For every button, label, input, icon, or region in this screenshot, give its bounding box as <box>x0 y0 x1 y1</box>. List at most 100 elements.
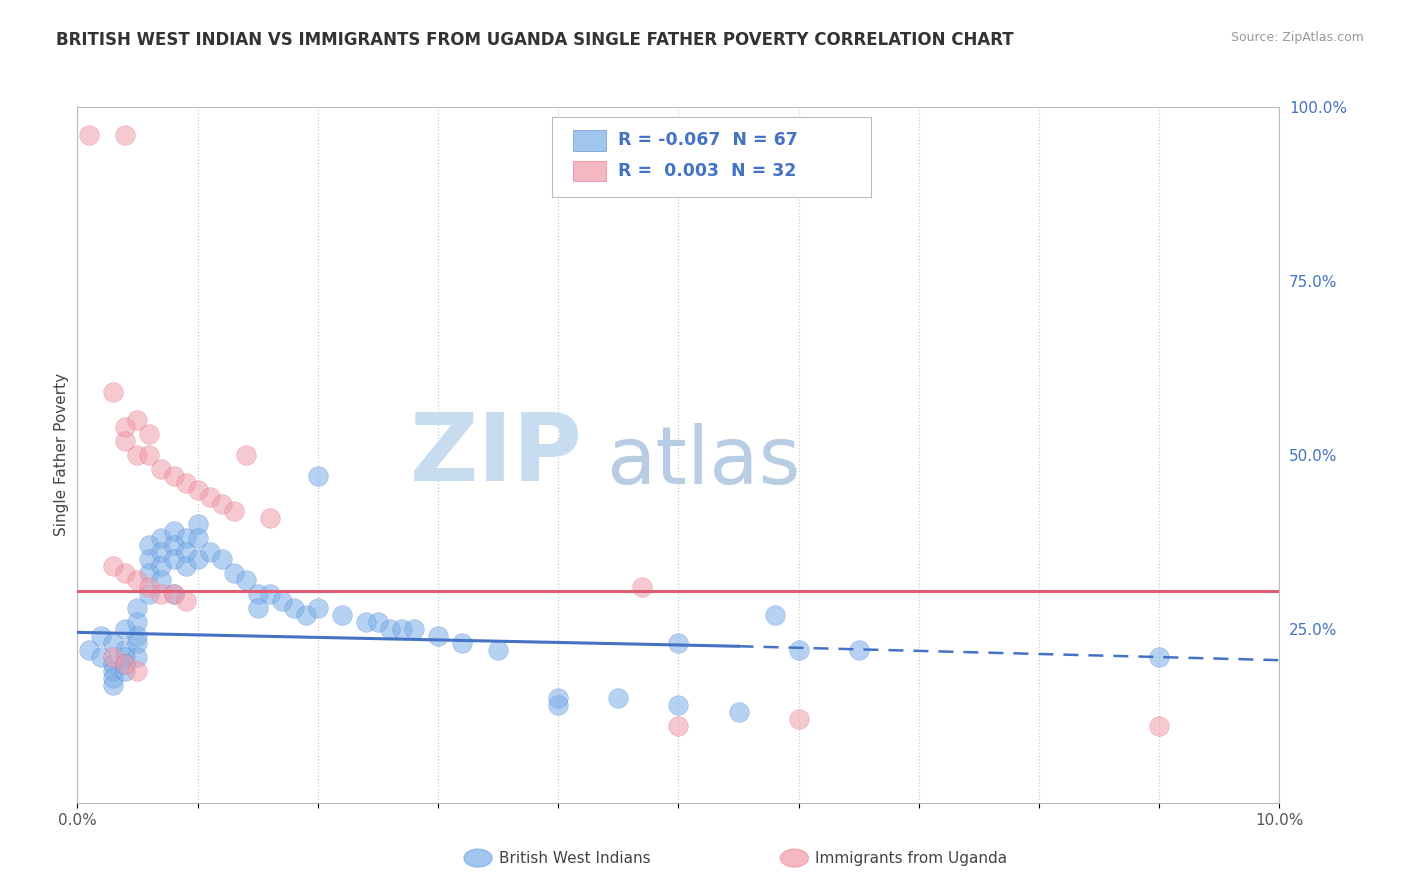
Bar <box>572 161 606 181</box>
Point <box>354 615 377 629</box>
Point <box>427 629 450 643</box>
Point <box>138 427 160 442</box>
Point <box>114 649 136 664</box>
Point <box>1149 719 1171 733</box>
Point <box>367 615 389 629</box>
Point <box>103 677 125 691</box>
Point <box>127 573 149 587</box>
Point <box>150 587 173 601</box>
Point <box>150 462 173 476</box>
Point <box>103 559 125 574</box>
Point <box>330 607 353 622</box>
Point <box>547 691 569 706</box>
Point <box>103 664 125 678</box>
Point <box>90 629 112 643</box>
Point <box>378 622 401 636</box>
Point <box>150 545 173 559</box>
Point <box>162 587 184 601</box>
Point <box>103 657 125 671</box>
Point <box>174 532 197 546</box>
Point <box>1149 649 1171 664</box>
Point <box>162 538 184 552</box>
Point <box>187 483 209 497</box>
Point <box>127 664 149 678</box>
Point <box>848 642 870 657</box>
Point <box>103 671 125 685</box>
Point <box>246 587 269 601</box>
Point <box>198 545 221 559</box>
Point <box>127 448 149 462</box>
Point <box>127 601 149 615</box>
Point <box>114 420 136 434</box>
Point <box>402 622 425 636</box>
Point <box>114 664 136 678</box>
Point <box>79 128 101 142</box>
Point <box>103 385 125 400</box>
Point <box>103 636 125 650</box>
Y-axis label: Single Father Poverty: Single Father Poverty <box>53 374 69 536</box>
Point <box>187 517 209 532</box>
Point <box>174 559 197 574</box>
Text: ZIP: ZIP <box>409 409 582 501</box>
Point <box>222 503 245 517</box>
Point <box>631 580 654 594</box>
Point <box>607 691 630 706</box>
Point <box>198 490 221 504</box>
Point <box>307 468 329 483</box>
Point <box>114 434 136 448</box>
Point <box>668 698 690 713</box>
Point <box>283 601 305 615</box>
Point <box>138 552 160 566</box>
Point <box>127 615 149 629</box>
Point <box>127 413 149 427</box>
Point <box>162 552 184 566</box>
Point <box>211 497 233 511</box>
Point <box>138 538 160 552</box>
Point <box>668 636 690 650</box>
Point <box>162 524 184 539</box>
Text: Source: ZipAtlas.com: Source: ZipAtlas.com <box>1230 31 1364 45</box>
Point <box>127 636 149 650</box>
FancyBboxPatch shape <box>553 118 870 197</box>
Point <box>150 573 173 587</box>
Point <box>211 552 233 566</box>
Point <box>127 649 149 664</box>
Point <box>162 468 184 483</box>
Point <box>187 532 209 546</box>
Point <box>162 587 184 601</box>
Point <box>138 580 160 594</box>
Point <box>259 510 281 524</box>
Point <box>451 636 474 650</box>
Point <box>727 706 749 720</box>
Text: R = -0.067  N = 67: R = -0.067 N = 67 <box>619 131 799 150</box>
Point <box>763 607 786 622</box>
Point <box>103 649 125 664</box>
Point <box>294 607 316 622</box>
Point <box>127 629 149 643</box>
Text: BRITISH WEST INDIAN VS IMMIGRANTS FROM UGANDA SINGLE FATHER POVERTY CORRELATION : BRITISH WEST INDIAN VS IMMIGRANTS FROM U… <box>56 31 1014 49</box>
Point <box>486 642 509 657</box>
Point <box>787 712 810 726</box>
Point <box>235 573 257 587</box>
Point <box>150 559 173 574</box>
Point <box>259 587 281 601</box>
Point <box>138 587 160 601</box>
Point <box>547 698 569 713</box>
Point <box>138 566 160 581</box>
Bar <box>572 130 606 151</box>
Point <box>150 532 173 546</box>
Point <box>114 657 136 671</box>
Point <box>114 642 136 657</box>
Point <box>114 566 136 581</box>
Point <box>114 622 136 636</box>
Point <box>79 642 101 657</box>
Point <box>187 552 209 566</box>
Text: Immigrants from Uganda: Immigrants from Uganda <box>815 851 1008 865</box>
Point <box>307 601 329 615</box>
Point <box>668 719 690 733</box>
Point <box>270 594 292 608</box>
Point <box>138 448 160 462</box>
Point <box>235 448 257 462</box>
Point <box>174 594 197 608</box>
Point <box>222 566 245 581</box>
